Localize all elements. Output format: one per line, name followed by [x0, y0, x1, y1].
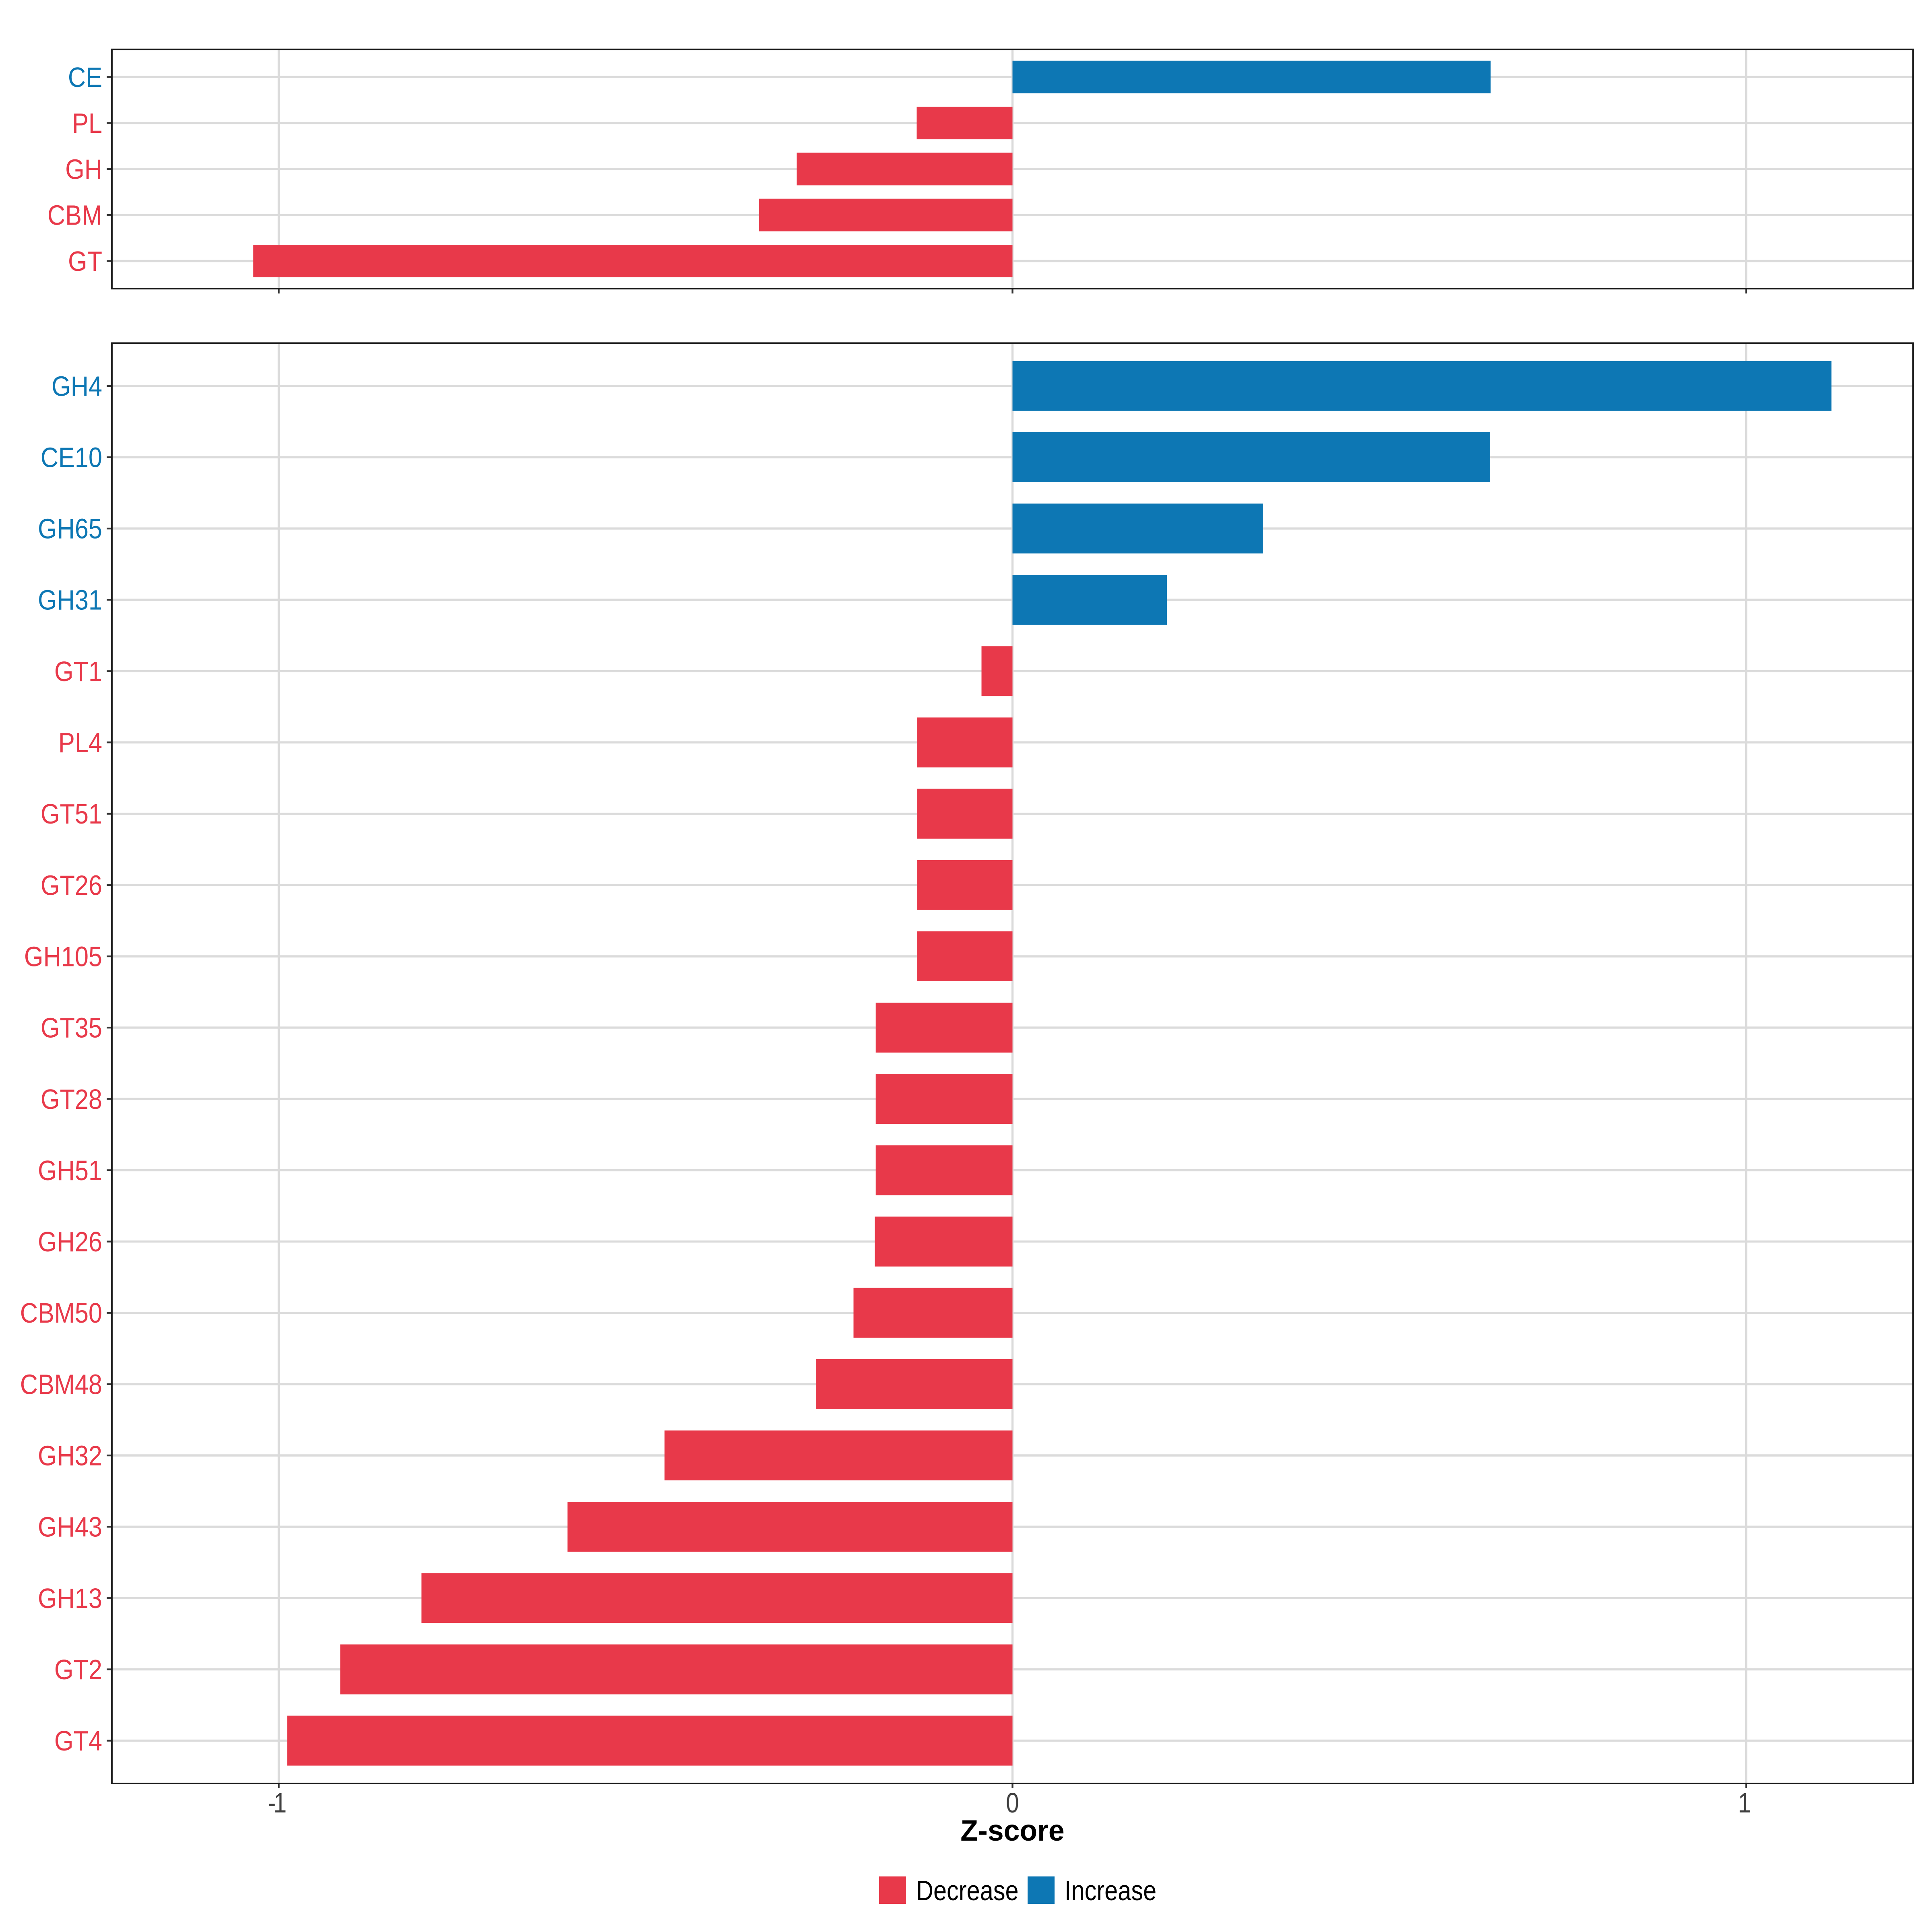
- svg-text:GT2: GT2: [54, 1653, 102, 1685]
- svg-text:GT51: GT51: [41, 798, 102, 830]
- svg-text:GH51: GH51: [38, 1154, 102, 1186]
- svg-text:-1: -1: [268, 1787, 286, 1818]
- svg-text:Increase: Increase: [1065, 1874, 1156, 1906]
- svg-text:GH: GH: [65, 153, 102, 185]
- svg-text:CE: CE: [68, 61, 102, 93]
- svg-text:GH13: GH13: [38, 1582, 102, 1614]
- svg-text:GT4: GT4: [54, 1725, 102, 1757]
- svg-text:CBM48: CBM48: [20, 1368, 102, 1400]
- svg-text:GT26: GT26: [41, 869, 102, 901]
- svg-text:0: 0: [1006, 1787, 1019, 1818]
- svg-text:1: 1: [1738, 1787, 1751, 1818]
- svg-text:GH31: GH31: [38, 584, 102, 616]
- svg-text:GH105: GH105: [24, 941, 102, 972]
- svg-text:CBM50: CBM50: [20, 1297, 102, 1329]
- svg-text:GT1: GT1: [54, 655, 102, 687]
- svg-text:PL4: PL4: [58, 727, 102, 758]
- svg-text:GH4: GH4: [52, 370, 102, 402]
- svg-text:GH65: GH65: [38, 513, 102, 545]
- svg-text:CBM: CBM: [47, 199, 102, 231]
- svg-text:GT: GT: [68, 245, 102, 277]
- svg-text:PL: PL: [72, 107, 102, 139]
- svg-text:GH26: GH26: [38, 1226, 102, 1257]
- svg-text:GT28: GT28: [41, 1083, 102, 1115]
- svg-text:CE10: CE10: [41, 442, 102, 473]
- svg-text:GH43: GH43: [38, 1511, 102, 1543]
- svg-text:Z-score: Z-score: [960, 1814, 1064, 1847]
- svg-text:GT35: GT35: [41, 1012, 102, 1044]
- svg-text:Decrease: Decrease: [916, 1874, 1019, 1906]
- svg-text:GH32: GH32: [38, 1440, 102, 1472]
